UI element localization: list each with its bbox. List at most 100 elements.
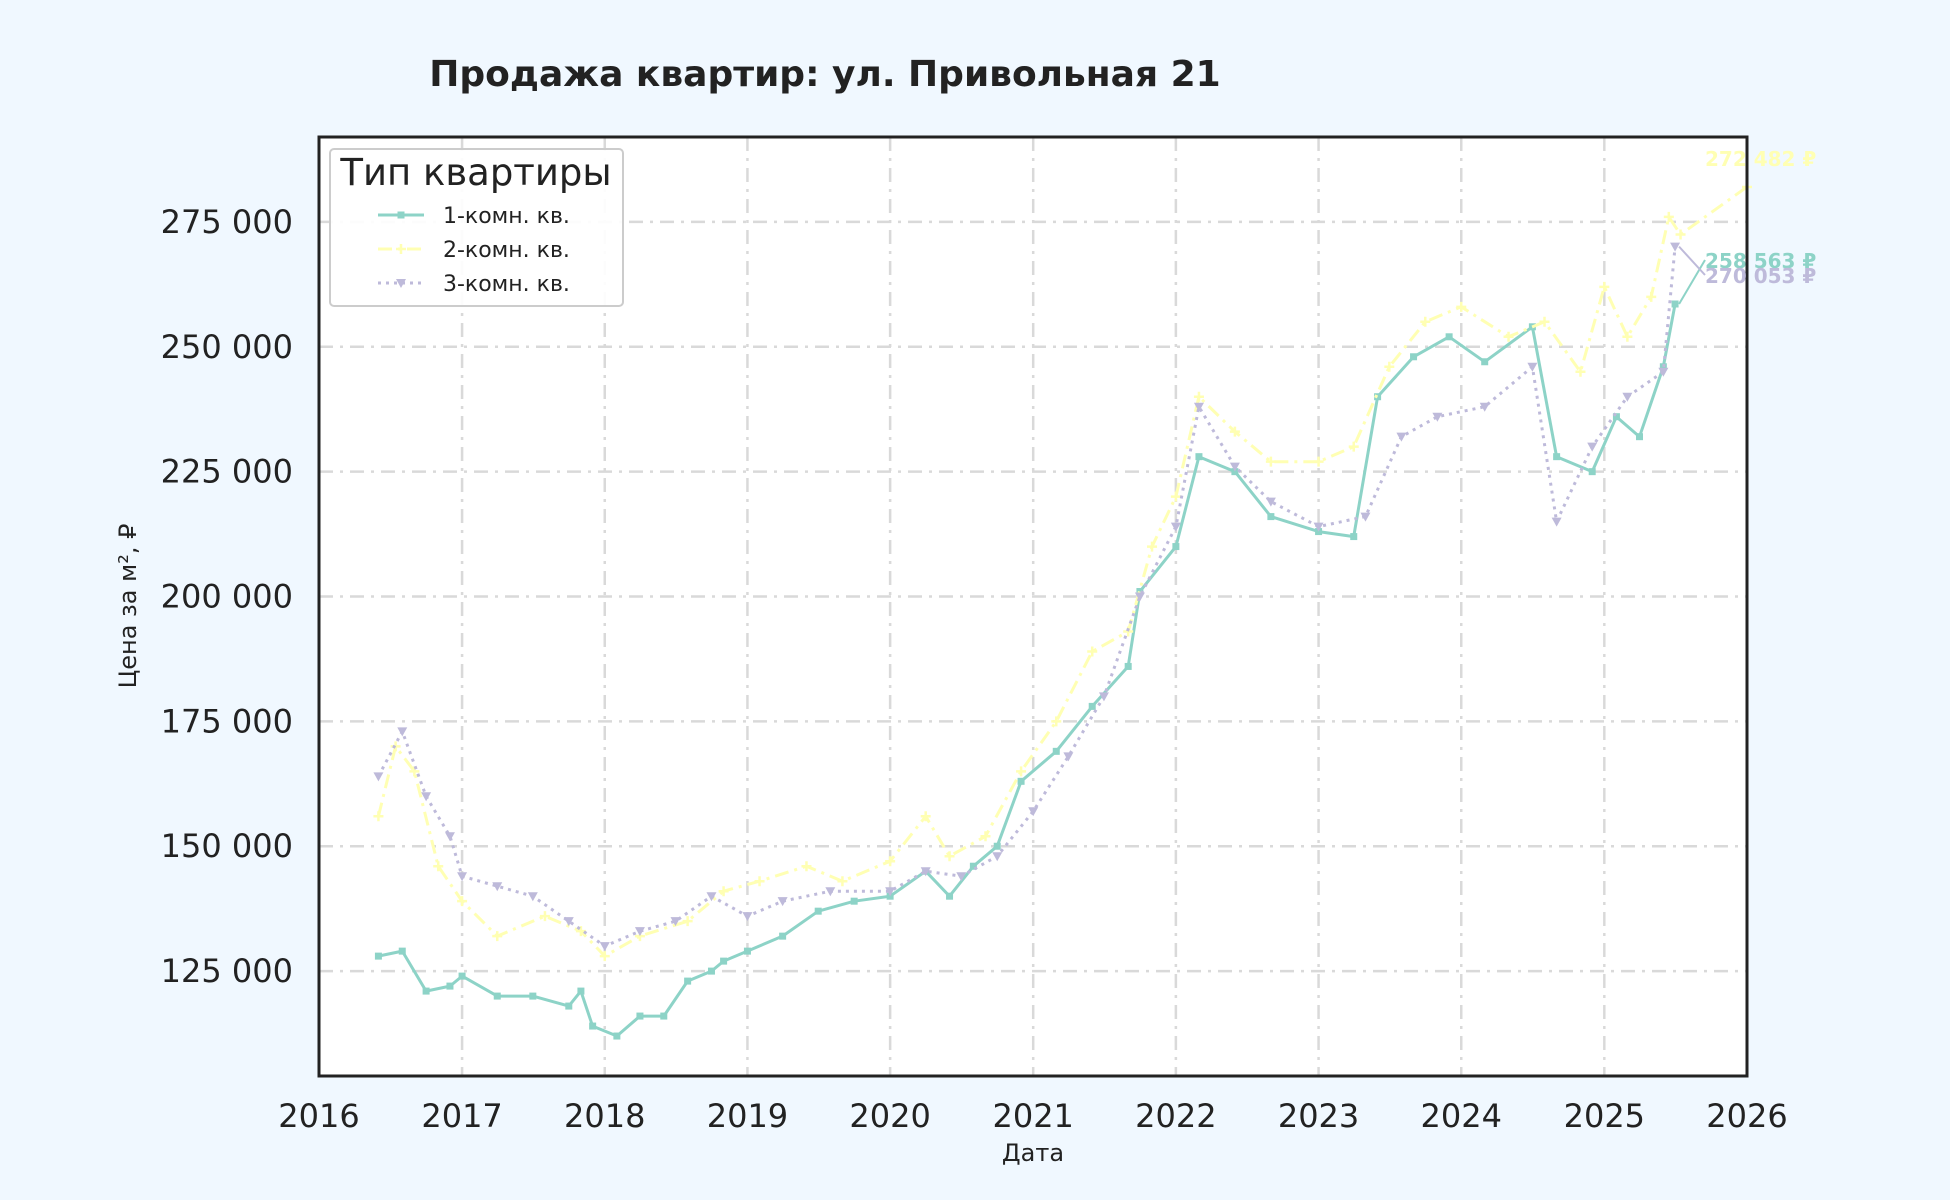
y-tick-label: 150 000 [161, 827, 293, 865]
data-point [1229, 426, 1240, 437]
data-point [422, 987, 430, 995]
data-point [1360, 512, 1371, 522]
data-point [1193, 402, 1204, 412]
data-point [575, 926, 586, 937]
x-tick-label: 2022 [1135, 1097, 1216, 1135]
data-point [707, 967, 715, 975]
data-point [1016, 766, 1027, 777]
data-point [458, 972, 466, 980]
data-point [825, 887, 836, 897]
data-point [492, 931, 503, 942]
data-point [946, 892, 954, 900]
x-tick-label: 2024 [1421, 1097, 1502, 1135]
legend-label: 3-комн. кв. [443, 272, 570, 297]
x-tick-label: 2021 [992, 1097, 1073, 1135]
data-point [1170, 522, 1181, 532]
data-point [1017, 777, 1025, 785]
data-point [1622, 392, 1633, 402]
data-point [1147, 541, 1158, 552]
data-point [885, 887, 896, 897]
data-point [706, 892, 717, 902]
data-point [682, 916, 693, 927]
data-point [1479, 402, 1490, 412]
x-tick-label: 2018 [564, 1097, 645, 1135]
x-tick-label: 2017 [421, 1097, 502, 1135]
data-point [1098, 692, 1109, 702]
y-tick-label: 275 000 [161, 203, 293, 241]
series-2 [373, 181, 1752, 962]
data-point [742, 912, 753, 922]
data-point [1553, 453, 1561, 461]
data-point [1028, 807, 1039, 817]
data-point [1193, 391, 1204, 402]
legend-item: 1-комн. кв. [378, 204, 570, 229]
x-tick-label: 2026 [1706, 1097, 1787, 1135]
data-point [920, 867, 931, 877]
series-3 [373, 242, 1681, 952]
legend-label: 1-комн. кв. [443, 204, 570, 229]
legend-item: 2-комн. кв. [378, 238, 570, 263]
data-point [1635, 433, 1643, 441]
data-point [670, 917, 681, 927]
data-point [636, 1012, 644, 1020]
data-point [1675, 229, 1686, 240]
data-point [527, 892, 538, 902]
data-point [1313, 456, 1324, 467]
data-point [1172, 543, 1180, 551]
end-label: 270 053 ₽ [1705, 264, 1816, 288]
data-point [1229, 462, 1240, 472]
data-point [1671, 300, 1679, 308]
end-label-arrow [1678, 259, 1706, 305]
data-point [1588, 468, 1596, 476]
data-point [457, 872, 468, 882]
data-point [837, 876, 848, 887]
x-tick-label: 2025 [1564, 1097, 1645, 1135]
data-point [956, 872, 967, 882]
data-point [718, 886, 729, 897]
plot-frame [317, 135, 1749, 1078]
series-layer [373, 181, 1752, 1040]
data-point [720, 957, 728, 965]
data-point [398, 947, 406, 955]
data-point [1575, 366, 1586, 377]
data-point [1087, 646, 1098, 657]
x-tick-label: 2019 [707, 1097, 788, 1135]
series-line [377, 246, 1677, 948]
legend-title: Тип квартиры [339, 151, 611, 194]
data-point [1670, 242, 1681, 252]
data-point [1313, 522, 1324, 532]
data-point [1432, 412, 1443, 422]
data-point [684, 977, 692, 985]
data-point [1658, 367, 1669, 377]
data-point [920, 811, 931, 822]
y-tick-label: 175 000 [161, 702, 293, 740]
data-point [1051, 716, 1062, 727]
data-point [1663, 211, 1674, 222]
data-point [1622, 331, 1633, 342]
y-tick-label: 250 000 [161, 328, 293, 366]
data-point [1420, 316, 1431, 327]
data-point [1267, 513, 1275, 521]
data-point [1136, 588, 1144, 596]
data-point [1052, 747, 1060, 755]
data-point [777, 897, 788, 907]
legend-label: 2-комн. кв. [443, 238, 570, 263]
data-point [801, 861, 812, 872]
data-point [1265, 456, 1276, 467]
data-point [1503, 331, 1514, 342]
data-point [1123, 626, 1134, 637]
data-point [993, 842, 1001, 850]
data-point [1170, 491, 1181, 502]
data-point [1195, 453, 1203, 461]
y-tick-labels: 125 000 150 000 175 000 200 000 225 000 250 0… [161, 203, 293, 990]
data-point [1124, 662, 1132, 670]
data-point [599, 942, 610, 952]
data-point [885, 856, 896, 867]
data-point [980, 831, 991, 842]
data-point [446, 982, 454, 990]
data-point [1384, 361, 1395, 372]
data-point [565, 1002, 573, 1010]
data-point [577, 987, 585, 995]
legend-marker [396, 244, 406, 254]
